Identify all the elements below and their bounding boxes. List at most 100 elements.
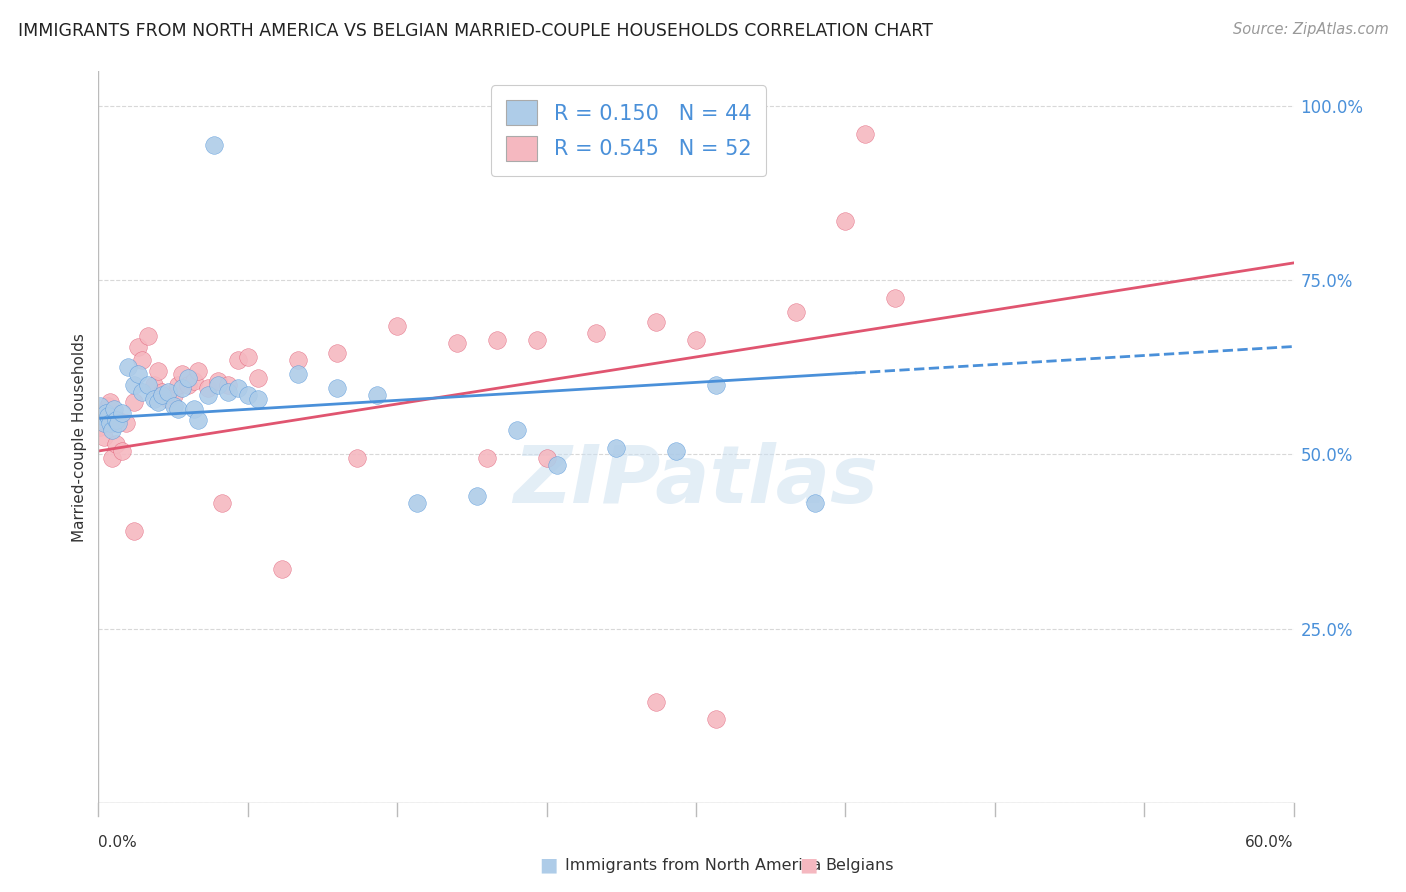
Point: [207, 375, 229, 389]
Point: [183, 402, 205, 417]
Point: [97, 409, 120, 424]
Point: [197, 388, 219, 402]
Point: [105, 437, 128, 451]
Point: [96, 409, 118, 424]
Text: Belgians: Belgians: [825, 858, 894, 872]
Point: [111, 406, 134, 420]
Point: [131, 353, 153, 368]
Point: [91, 409, 114, 424]
Point: [406, 496, 429, 510]
Point: [187, 364, 209, 378]
Point: [704, 377, 727, 392]
Text: 60.0%: 60.0%: [1246, 836, 1294, 850]
Point: [111, 444, 134, 458]
Point: [226, 353, 249, 368]
Point: [107, 416, 129, 430]
Point: [526, 333, 548, 347]
Point: [172, 368, 194, 382]
Point: [645, 695, 668, 709]
Text: 0.0%: 0.0%: [98, 836, 138, 850]
Point: [465, 489, 488, 503]
Point: [107, 412, 129, 426]
Point: [89, 399, 111, 413]
Point: [217, 377, 239, 392]
Legend: R = 0.150   N = 44, R = 0.545   N = 52: R = 0.150 N = 44, R = 0.545 N = 52: [491, 86, 766, 176]
Text: IMMIGRANTS FROM NORTH AMERICA VS BELGIAN MARRIED-COUPLE HOUSEHOLDS CORRELATION C: IMMIGRANTS FROM NORTH AMERICA VS BELGIAN…: [18, 22, 934, 40]
Point: [187, 412, 209, 426]
Text: ZIPatlas: ZIPatlas: [513, 442, 879, 520]
Point: [124, 395, 146, 409]
Point: [167, 402, 190, 417]
Point: [884, 291, 907, 305]
Point: [98, 416, 122, 430]
Point: [105, 412, 128, 426]
Point: [124, 377, 146, 392]
Point: [236, 388, 259, 402]
Point: [546, 458, 568, 472]
Text: ■: ■: [799, 855, 818, 875]
Point: [101, 423, 124, 437]
Point: [366, 388, 388, 402]
Point: [157, 384, 180, 399]
Point: [207, 377, 229, 392]
Point: [475, 450, 498, 465]
Point: [150, 384, 173, 399]
Point: [605, 441, 627, 455]
Point: [136, 329, 159, 343]
Point: [385, 318, 409, 333]
Point: [246, 392, 269, 406]
Point: [157, 392, 180, 406]
Point: [143, 377, 166, 392]
Point: [127, 368, 149, 382]
Point: [270, 562, 292, 576]
Point: [853, 127, 876, 141]
Point: [177, 377, 200, 392]
Point: [506, 423, 529, 437]
Point: [96, 406, 118, 420]
Point: [93, 416, 115, 430]
Point: [685, 333, 707, 347]
Point: [326, 381, 349, 395]
Point: [101, 450, 124, 465]
Point: [115, 416, 138, 430]
Point: [136, 377, 159, 392]
Point: [163, 399, 186, 413]
Point: [585, 326, 607, 340]
Point: [665, 444, 688, 458]
Text: ■: ■: [538, 855, 558, 875]
Point: [287, 368, 309, 382]
Point: [127, 339, 149, 353]
Point: [211, 496, 233, 510]
Y-axis label: Married-couple Households: Married-couple Households: [72, 333, 87, 541]
Point: [124, 524, 146, 538]
Point: [103, 402, 125, 417]
Text: Source: ZipAtlas.com: Source: ZipAtlas.com: [1233, 22, 1389, 37]
Point: [485, 333, 508, 347]
Point: [117, 360, 139, 375]
Point: [226, 381, 249, 395]
Point: [785, 304, 807, 318]
Point: [150, 388, 173, 402]
Point: [217, 384, 239, 399]
Point: [103, 416, 125, 430]
Point: [172, 381, 194, 395]
Text: Immigrants from North America: Immigrants from North America: [565, 858, 821, 872]
Point: [287, 353, 309, 368]
Point: [93, 430, 115, 444]
Point: [148, 364, 170, 378]
Point: [704, 712, 727, 726]
Point: [98, 395, 122, 409]
Point: [834, 214, 856, 228]
Point: [246, 371, 269, 385]
Point: [167, 377, 190, 392]
Point: [131, 384, 153, 399]
Point: [202, 137, 225, 152]
Point: [804, 496, 827, 510]
Point: [236, 350, 259, 364]
Point: [177, 371, 200, 385]
Point: [183, 375, 205, 389]
Point: [536, 450, 558, 465]
Point: [645, 315, 668, 329]
Point: [89, 419, 111, 434]
Point: [346, 450, 368, 465]
